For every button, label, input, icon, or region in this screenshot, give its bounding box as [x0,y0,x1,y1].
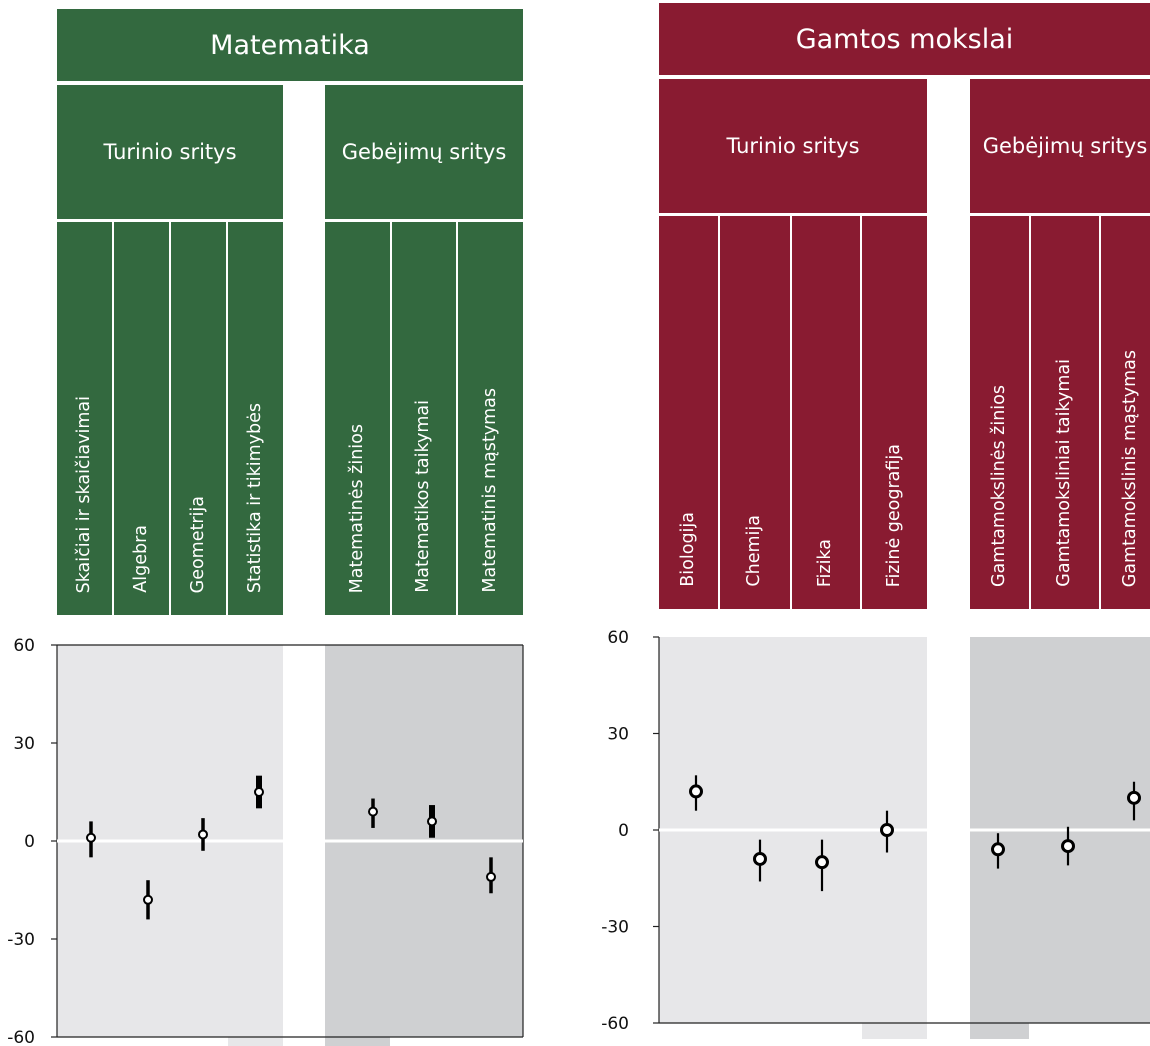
data-point [86,832,96,843]
category-label: Matematinis mąstymas [458,222,523,615]
data-point [815,855,829,870]
category-label: Geometrija [171,222,226,615]
plot-region-stub [228,1030,283,1046]
category-label: Biologija [659,216,718,609]
plot-region-stub [325,1030,390,1046]
category-label: Fizinė geografija [862,216,927,609]
data-point [198,829,208,840]
y-tick-label: 0 [618,821,629,841]
data-point [1061,839,1075,854]
category-label: Matematinės žinios [325,222,390,615]
chart-title: Matematika [57,9,523,81]
category-label: Statistika ir tikimybės [228,222,283,615]
data-point [880,823,894,837]
data-point [254,787,264,797]
y-tick-label: 30 [607,725,629,745]
math-plot: 60 30 0 -30 -60 [7,636,524,1046]
math-panel: Matematika Turinio sritys Gebėjimų srity… [7,9,524,1046]
data-point [427,816,437,827]
category-label: Gamtamokslinis mąstymas [1101,216,1150,609]
category-label: Algebra [114,222,169,615]
category-label: Matematikos taikymai [392,222,456,615]
y-tick-label: 30 [13,734,35,754]
category-label: Skaičiai ir skaičiavimai [57,222,112,615]
y-tick-label: 0 [24,832,35,852]
chart-title: Gamtos mokslai [659,3,1150,75]
y-tick-label: -30 [601,918,629,938]
data-point [689,784,703,799]
y-tick-label: -30 [7,930,35,950]
category-label: Gamtamokslinės žinios [970,216,1029,609]
category-label: Fizika [792,216,860,609]
data-point [486,871,496,882]
data-point [1127,790,1141,805]
group-label-content: Turinio sritys [659,79,927,213]
data-point [143,894,153,905]
data-point [368,806,378,817]
y-tick-label: 60 [607,628,629,648]
data-point [753,851,767,866]
plot-region-stub [970,1023,1029,1039]
data-point [991,842,1005,857]
science-panel: Gamtos mokslai Turinio sritys Gebėjimų s… [575,0,1150,1046]
group-label-skills: Gebėjimų sritys [970,79,1150,213]
y-tick-label: -60 [7,1028,35,1046]
group-label-skills: Gebėjimų sritys [325,85,523,219]
science-plot: 60 30 0 -30 -60 [601,628,1150,1039]
group-label-content: Turinio sritys [57,85,283,219]
y-tick-label: -60 [601,1014,629,1034]
category-label: Gamtamoksliniai taikymai [1031,216,1099,609]
y-tick-label: 60 [13,636,35,656]
category-label: Chemija [720,216,790,609]
plot-region-stub [862,1023,927,1039]
